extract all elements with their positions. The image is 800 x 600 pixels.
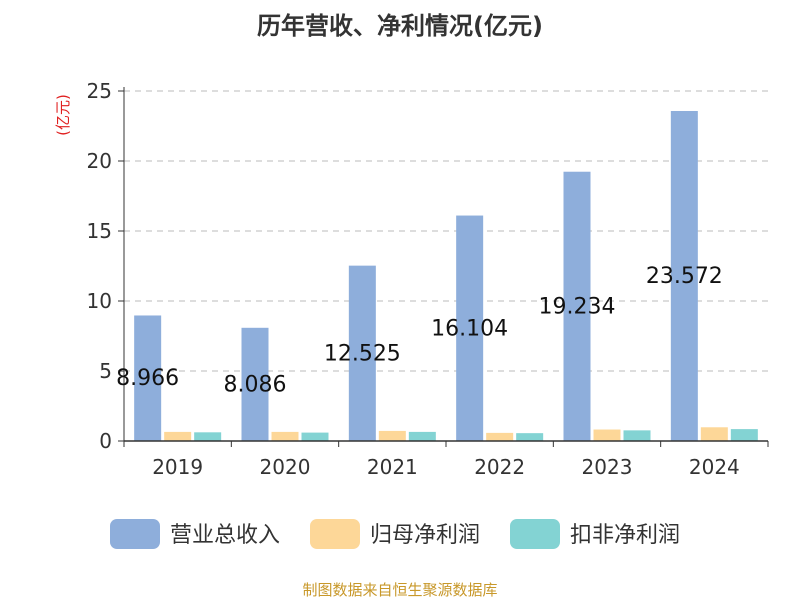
y-tick-label: 0 <box>99 429 112 453</box>
legend-label: 扣非净利润 <box>570 523 680 548</box>
data-label: 8.086 <box>224 372 287 397</box>
data-label: 16.104 <box>431 316 508 341</box>
x-tick-label: 2023 <box>582 455 633 479</box>
data-label: 12.525 <box>324 341 401 366</box>
y-axis-label: (亿元) <box>54 94 72 136</box>
bar-3-2019 <box>194 432 222 441</box>
data-label: 19.234 <box>539 294 616 319</box>
bar-2-2021 <box>378 430 406 441</box>
legend-swatch <box>310 519 360 549</box>
legend[interactable]: 营业总收入 归母净利润 扣非净利润 <box>110 519 680 549</box>
bar-1-2020 <box>241 327 269 441</box>
bar-3-2021 <box>408 431 436 441</box>
bar-3-2022 <box>516 433 544 441</box>
legend-swatch <box>510 519 560 549</box>
legend-item-2[interactable]: 归母净利润 <box>310 519 480 549</box>
legend-label: 归母净利润 <box>370 523 480 548</box>
bar-1-2024 <box>670 110 698 441</box>
x-tick-label: 2019 <box>152 455 203 479</box>
bar-3-2024 <box>730 429 758 441</box>
y-tick-label: 15 <box>87 219 112 243</box>
bar-2-2019 <box>164 431 192 441</box>
y-tick-label: 5 <box>99 359 112 383</box>
bar-2-2024 <box>700 427 728 441</box>
bar-3-2020 <box>301 432 329 441</box>
x-tick-label: 2024 <box>689 455 740 479</box>
legend-item-1[interactable]: 营业总收入 <box>110 519 280 549</box>
bar-2-2020 <box>271 431 299 441</box>
bar-2-2022 <box>486 432 514 441</box>
bar-1-2021 <box>348 265 376 441</box>
axes: 0 5 10 15 20 25 2019 2020 2021 2022 2023 2024 <box>87 79 769 479</box>
legend-item-3[interactable]: 扣非净利润 <box>510 519 680 549</box>
y-tick-label: 25 <box>87 79 112 103</box>
bar-1-2022 <box>456 215 484 441</box>
bar-1-2019 <box>134 315 162 441</box>
legend-label: 营业总收入 <box>170 523 280 548</box>
x-tick-label: 2021 <box>367 455 418 479</box>
data-labels: 8.966 8.086 12.525 16.104 19.234 23.572 <box>116 264 723 397</box>
y-tick-label: 10 <box>87 289 112 313</box>
chart-title: 历年营收、净利情况(亿元) <box>257 12 543 40</box>
grid-lines <box>124 90 768 372</box>
bars <box>134 110 758 441</box>
legend-swatch <box>110 519 160 549</box>
x-tick-label: 2022 <box>474 455 525 479</box>
data-label: 8.966 <box>116 366 179 391</box>
source-note: 制图数据来自恒生聚源数据库 <box>302 581 497 599</box>
bar-2-2023 <box>593 429 621 441</box>
x-tick-label: 2020 <box>260 455 311 479</box>
bar-3-2023 <box>623 430 651 441</box>
bar-1-2023 <box>563 171 591 441</box>
data-label: 23.572 <box>646 264 723 289</box>
y-tick-label: 20 <box>87 149 112 173</box>
